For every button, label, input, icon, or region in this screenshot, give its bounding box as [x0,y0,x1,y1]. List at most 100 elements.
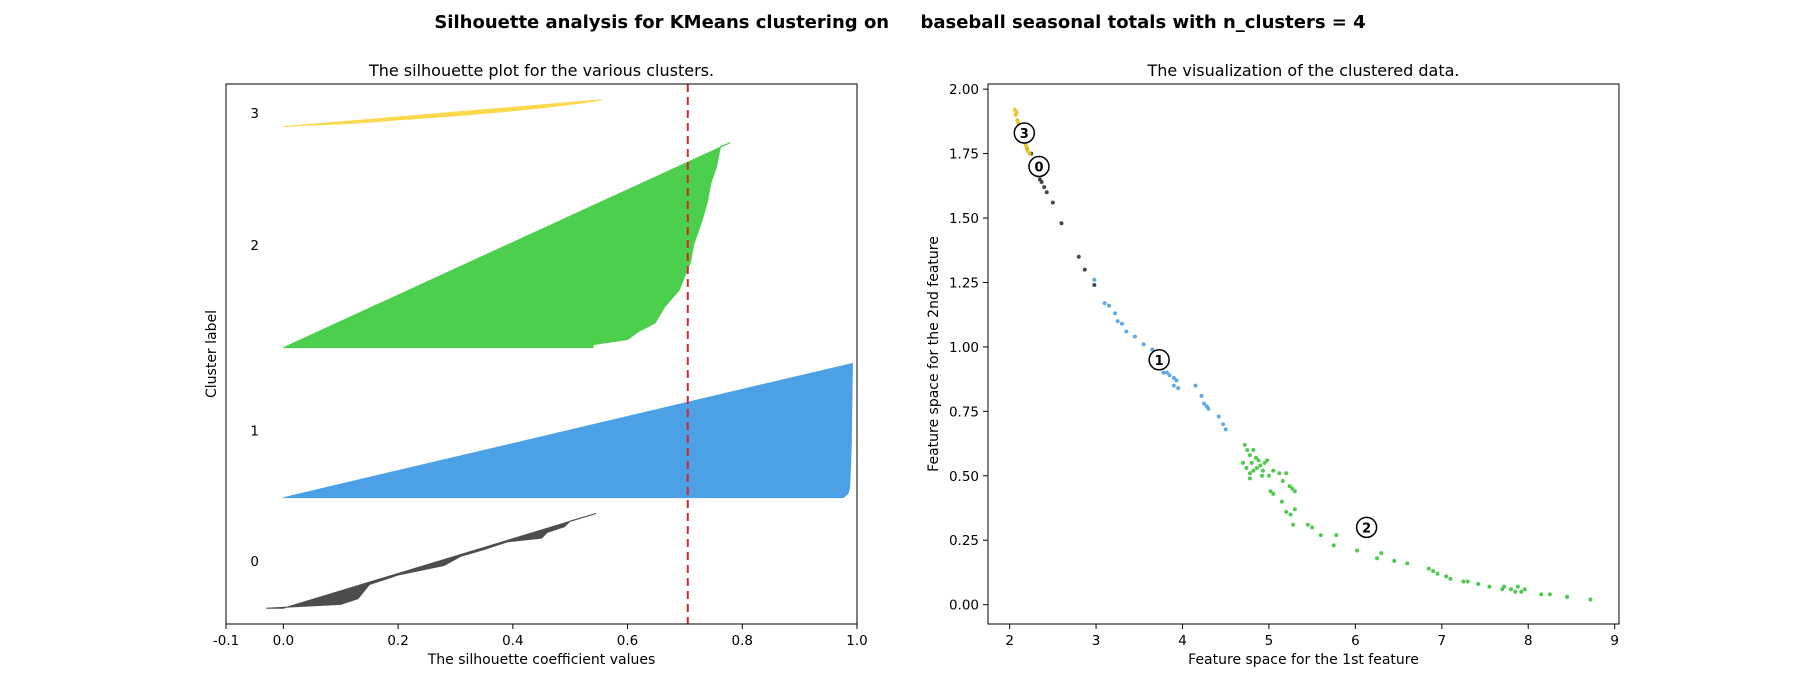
scatter-y-tick-label: 2.00 [949,82,979,98]
data-point-cluster-0 [1042,185,1047,190]
scatter-y-tick-label: 1.25 [949,275,979,291]
data-point-cluster-2 [1256,458,1261,463]
scatter-x-tick-label: 5 [1265,633,1274,649]
scatter-y-tick-label: 1.50 [949,211,979,227]
scatter-x-tick-label: 2 [1005,633,1014,649]
data-point-cluster-1 [1124,329,1129,334]
data-point-cluster-1 [1171,375,1176,380]
scatter-y-tick-label: 1.00 [949,340,979,356]
scatter-x-tick-label: 4 [1178,633,1187,649]
data-point-cluster-2 [1291,522,1296,527]
data-point-cluster-2 [1251,448,1256,453]
data-point-cluster-2 [1431,569,1436,574]
silhouette-clusters: 0 1 2 3 [250,99,853,609]
scatter-plot-frame [987,83,1620,625]
data-point-cluster-2 [1242,442,1247,447]
scatter-y-tick-label: 0.75 [949,404,979,420]
scatter-x-ticks: 2 3 4 5 6 7 8 9 [1005,624,1619,649]
silhouette-x-ticks: -0.1 0.0 0.2 0.4 0.6 0.8 1.0 [213,624,868,649]
scatter-y-tick-label: 0.50 [949,469,979,485]
data-point-cluster-2 [1448,576,1453,581]
data-point-cluster-2 [1245,448,1250,453]
scatter-plot-title: The visualization of the clustered data. [1147,61,1460,80]
data-point-cluster-2 [1271,468,1276,473]
data-point-cluster-2 [1287,484,1292,489]
cluster-center-label-0: 0 [1034,160,1043,175]
data-point-cluster-2 [1502,584,1507,589]
data-point-cluster-1 [1216,414,1221,419]
scatter-x-tick-label: 8 [1524,633,1533,649]
data-point-cluster-2 [1266,473,1271,478]
data-point-cluster-2 [1547,592,1552,597]
silhouette-cluster-1 [283,362,853,499]
silhouette-x-tick-label: 0.8 [732,633,753,649]
cluster-center-label-3: 3 [1020,127,1029,142]
data-point-cluster-1 [1223,427,1228,432]
data-point-cluster-1 [1132,334,1137,339]
data-point-cluster-3 [1014,110,1019,115]
data-point-cluster-2 [1374,556,1379,561]
silhouette-cluster-0 [266,512,597,609]
cluster-center-label-1: 1 [1155,354,1164,369]
silhouette-plot-frame [225,83,858,625]
data-point-cluster-1 [1141,342,1146,347]
data-point-cluster-2 [1310,525,1315,530]
data-point-cluster-2 [1539,592,1544,597]
data-point-cluster-2 [1444,574,1449,579]
data-point-cluster-1 [1102,301,1107,306]
cluster-label-2: 2 [250,238,259,254]
silhouette-plot-title: The silhouette plot for the various clus… [368,61,714,80]
data-point-cluster-1 [1193,383,1198,388]
scatter-y-tick-label: 0.25 [949,533,979,549]
silhouette-y-axis-label: Cluster label [204,310,220,398]
data-point-cluster-2 [1461,579,1466,584]
silhouette-x-tick-label: 0.4 [502,633,523,649]
data-point-cluster-0 [1092,283,1097,288]
data-point-cluster-2 [1465,579,1470,584]
silhouette-cluster-3 [283,99,602,128]
data-point-cluster-2 [1522,587,1527,592]
data-point-cluster-0 [1044,190,1049,195]
data-point-cluster-2 [1379,551,1384,556]
data-point-cluster-0 [1050,200,1055,205]
cluster-center-2 [1355,516,1378,539]
data-point-cluster-2 [1355,548,1360,553]
data-point-cluster-2 [1515,584,1520,589]
scatter-x-tick-label: 9 [1610,633,1619,649]
data-point-cluster-2 [1435,571,1440,576]
scatter-x-tick-label: 7 [1438,633,1447,649]
silhouette-x-tick-label: -0.1 [213,633,239,649]
data-point-cluster-2 [1292,507,1297,512]
scatter-x-tick-label: 3 [1092,633,1101,649]
data-point-cluster-2 [1508,587,1513,592]
data-point-cluster-2 [1405,561,1410,566]
data-point-cluster-1 [1161,370,1166,375]
cluster-label-1: 1 [250,424,259,440]
data-point-cluster-2 [1268,489,1273,494]
data-point-cluster-2 [1253,455,1258,460]
data-point-cluster-1 [1176,386,1181,391]
data-point-cluster-2 [1271,491,1276,496]
silhouette-x-tick-label: 1.0 [846,633,867,649]
data-point-cluster-2 [1240,460,1245,465]
scatter-y-axis-label: Feature space for the 2nd feature [926,236,942,472]
data-point-cluster-2 [1244,466,1249,471]
data-point-cluster-1 [1199,393,1204,398]
data-point-cluster-1 [1221,422,1226,427]
silhouette-cluster-2 [283,141,732,349]
scatter-x-axis-label: Feature space for the 1st feature [1188,652,1419,668]
data-point-cluster-1 [1119,321,1124,326]
data-point-cluster-2 [1249,460,1254,465]
silhouette-x-tick-label: 0.2 [387,633,408,649]
data-point-cluster-2 [1588,597,1593,602]
data-point-cluster-2 [1392,558,1397,563]
data-point-cluster-2 [1251,468,1256,473]
cluster-center-label-2: 2 [1362,521,1371,536]
scatter-y-tick-label: 0.00 [949,598,979,614]
data-point-cluster-0 [1082,267,1087,272]
data-point-cluster-2 [1247,453,1252,458]
data-point-cluster-1 [1206,406,1211,411]
data-point-cluster-2 [1305,522,1310,527]
data-point-cluster-0 [1039,179,1044,184]
data-point-cluster-2 [1513,589,1518,594]
